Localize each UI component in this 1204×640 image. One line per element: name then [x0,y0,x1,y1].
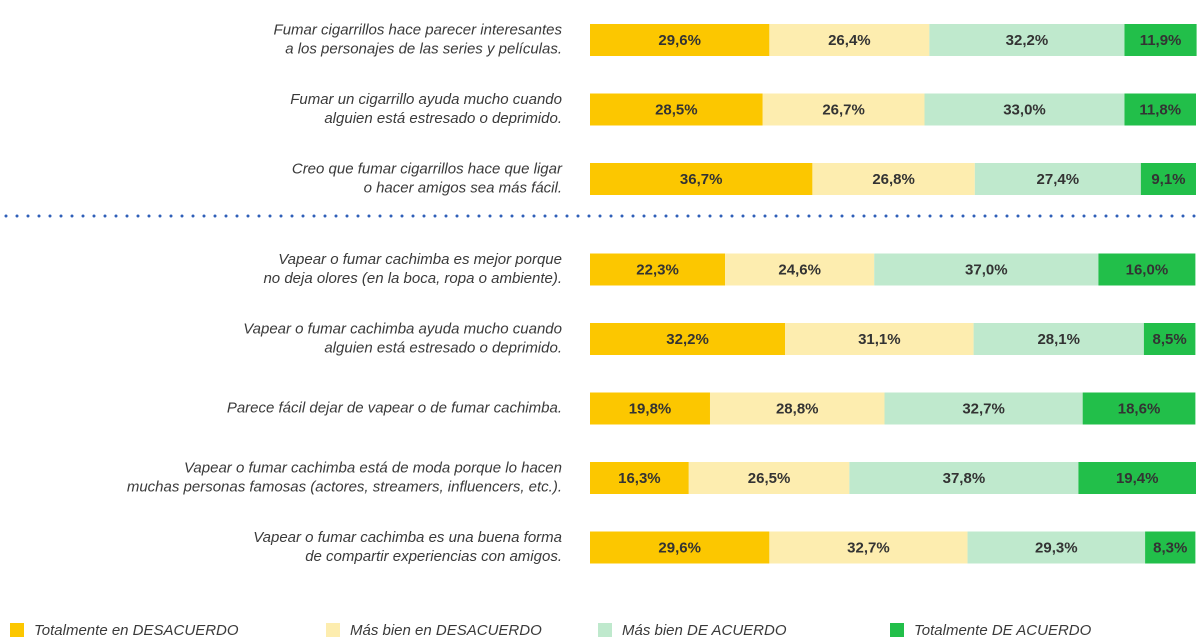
bar-segment [849,462,1079,494]
bar-segment [688,462,850,494]
legend-swatch [326,623,340,637]
value-label: 32,7% [962,400,1005,417]
value-label: 29,6% [658,539,701,556]
value-label: 26,5% [748,470,791,487]
legend-swatch [890,623,904,637]
bar-segment [1082,392,1196,425]
bar-segment [967,531,1146,564]
value-label: 28,5% [655,101,698,118]
legend-swatch [598,623,612,637]
bar-segment [1143,323,1196,355]
category-label: a los personajes de las series y películ… [285,40,562,57]
value-label: 32,2% [1006,32,1049,49]
value-label: 11,8% [1139,101,1181,118]
value-label: 32,2% [666,331,709,348]
value-label: 26,7% [822,101,865,118]
bar-segment [590,24,770,56]
category-label: Vapear o fumar cachimba es una buena for… [253,529,562,546]
bar-segment [924,93,1125,126]
category-label: Vapear o fumar cachimba está de moda por… [184,459,562,476]
category-label: no deja olores (en la boca, ropa o ambie… [263,270,562,287]
value-label: 22,3% [636,261,679,278]
value-label: 29,6% [658,32,701,49]
bar-segment [725,253,875,286]
category-label: Fumar un cigarrillo ayuda mucho cuando [290,91,562,108]
bar-segment [590,531,770,564]
bar-segment [590,392,710,425]
value-label: 26,4% [828,32,871,49]
category-label: Vapear o fumar cachimba ayuda mucho cuan… [243,320,562,337]
bar-segment [929,24,1125,56]
bar-segment [1145,531,1196,564]
category-label: Parece fácil dejar de vapear o de fumar … [227,399,562,416]
bar-segment [709,392,885,425]
category-label: alguien está estresado o deprimido. [324,110,562,127]
bar-segment [1124,24,1197,56]
value-label: 28,8% [776,400,819,417]
category-label: alguien está estresado o deprimido. [324,339,562,356]
category-label: Fumar cigarrillos hace parecer interesan… [274,21,563,38]
value-label: 37,8% [943,470,986,487]
value-label: 28,1% [1037,331,1080,348]
bar-segment [884,392,1083,425]
bar-segment [769,531,968,564]
bar-segment [874,253,1099,286]
category-label: Creo que fumar cigarrillos hace que liga… [292,160,563,177]
category-label: muchas personas famosas (actores, stream… [127,478,562,495]
value-label: 29,3% [1035,539,1078,556]
legend-label: Totalmente DE ACUERDO [914,622,1092,639]
category-label: de compartir experiencias con amigos. [305,548,562,565]
bar-segment [1140,163,1196,195]
value-label: 16,3% [618,470,661,487]
value-label: 33,0% [1003,101,1046,118]
category-label: o hacer amigos sea más fácil. [364,179,562,196]
value-label: 26,8% [872,171,915,188]
bar-segment [590,462,689,494]
bar-segment [590,93,763,126]
legend-label: Más bien en DESACUERDO [350,622,542,639]
value-label: 36,7% [680,171,723,188]
bar-segment [769,24,930,56]
bar-segment [974,163,1141,195]
value-label: 24,6% [778,261,821,278]
value-label: 8,3% [1153,539,1187,556]
bar-segment [1098,253,1196,286]
bar-segment [590,253,726,286]
value-label: 32,7% [847,539,890,556]
bar-segment [812,163,975,195]
legend-label: Totalmente en DESACUERDO [34,622,239,639]
bar-segment [762,93,925,126]
bar-segment [1124,93,1196,126]
bar-segment [973,323,1144,355]
value-label: 11,9% [1140,32,1182,49]
value-label: 16,0% [1126,261,1169,278]
legend-swatch [10,623,24,637]
value-label: 37,0% [965,261,1008,278]
value-label: 19,4% [1116,470,1159,487]
value-label: 18,6% [1118,400,1161,417]
value-label: 27,4% [1037,171,1080,188]
category-label: Vapear o fumar cachimba es mejor porque [278,251,562,268]
bar-segment [590,323,786,355]
legend-label: Más bien DE ACUERDO [622,622,787,639]
value-label: 31,1% [858,331,901,348]
value-label: 19,8% [629,400,672,417]
value-label: 8,5% [1153,331,1187,348]
bar-segment [785,323,974,355]
bar-segment [590,163,813,195]
bar-segment [1078,462,1196,494]
value-label: 9,1% [1151,171,1185,188]
